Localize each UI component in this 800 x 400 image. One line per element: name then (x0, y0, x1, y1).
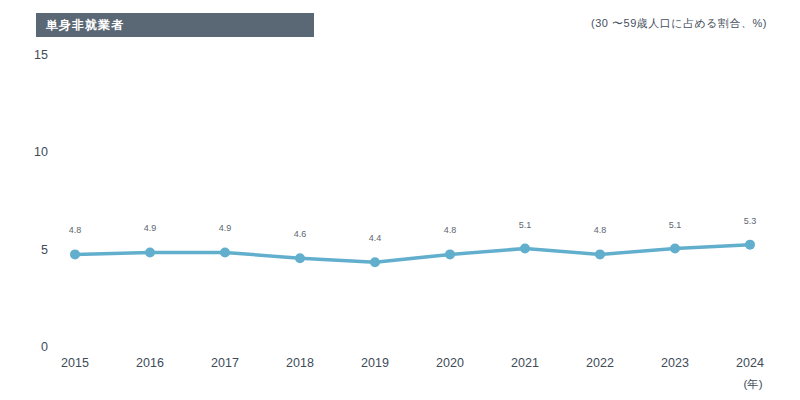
data-point-label: 4.8 (53, 225, 97, 235)
data-point-label: 5.1 (653, 220, 697, 230)
data-point (745, 240, 755, 250)
x-tick-label: 2015 (45, 356, 105, 370)
data-point (145, 247, 155, 257)
x-tick-label: 2022 (570, 356, 630, 370)
data-point-label: 4.8 (578, 225, 622, 235)
data-point (445, 249, 455, 259)
data-point-label: 4.9 (128, 223, 172, 233)
x-tick-label: 2023 (645, 356, 705, 370)
x-tick-label: 2024 (720, 356, 780, 370)
x-tick-label: 2021 (495, 356, 555, 370)
data-point (670, 244, 680, 254)
data-point-label: 5.1 (503, 220, 547, 230)
data-point-label: 5.3 (728, 216, 772, 226)
x-tick-label: 2018 (270, 356, 330, 370)
series-line (75, 245, 750, 263)
data-point (595, 249, 605, 259)
x-tick-label: 2017 (195, 356, 255, 370)
data-point (295, 253, 305, 263)
data-point (370, 257, 380, 267)
data-point (520, 244, 530, 254)
y-tick-label: 5 (14, 243, 48, 257)
y-tick-label: 15 (14, 48, 48, 62)
x-tick-label: 2020 (420, 356, 480, 370)
data-point-label: 4.8 (428, 225, 472, 235)
data-point-label: 4.6 (278, 229, 322, 239)
data-point (220, 247, 230, 257)
y-tick-label: 10 (14, 145, 48, 159)
x-tick-label: 2016 (120, 356, 180, 370)
x-axis-unit-label: (年) (723, 377, 783, 392)
data-point (70, 249, 80, 259)
y-tick-label: 0 (14, 340, 48, 354)
x-tick-label: 2019 (345, 356, 405, 370)
data-point-label: 4.9 (203, 223, 247, 233)
data-point-label: 4.4 (353, 233, 397, 243)
chart-page: 単身非就業者 (30 〜59歳人口に占める割合、%) 051015 201520… (0, 0, 800, 400)
line-chart (0, 0, 800, 400)
